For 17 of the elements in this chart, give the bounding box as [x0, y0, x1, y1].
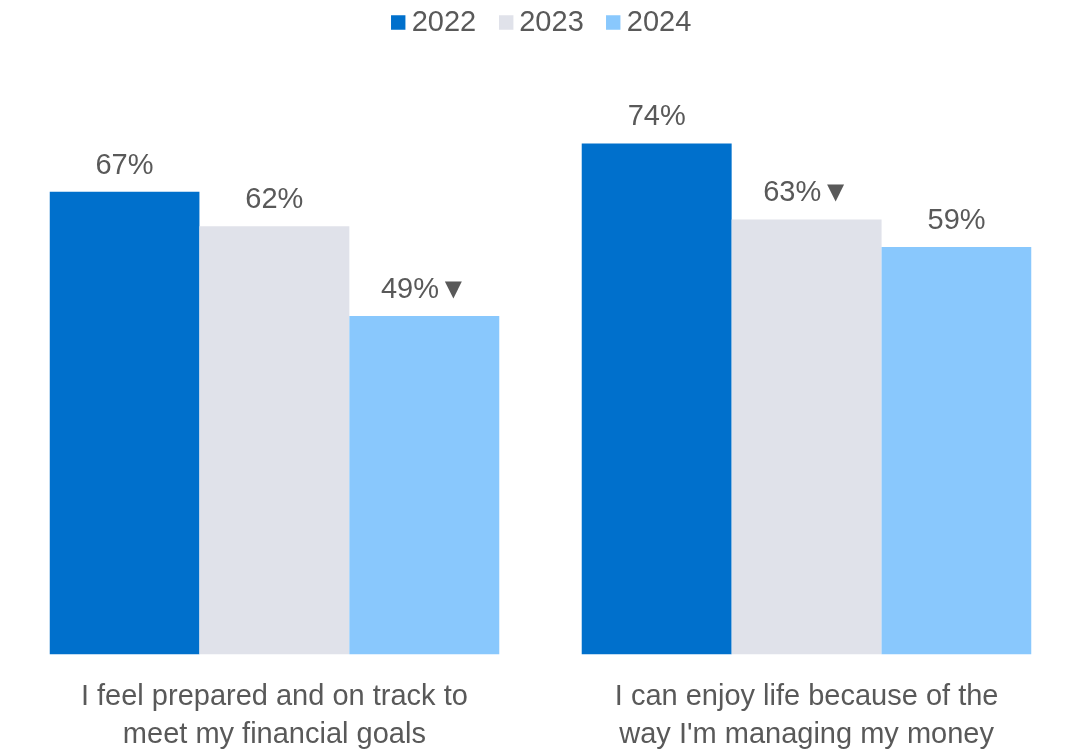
x-tick-label: I can enjoy life because of the way I'm managing my money: [614, 678, 999, 749]
legend-label: 2022: [411, 5, 477, 38]
legend-label: 2024: [626, 5, 692, 38]
bar: [349, 316, 500, 655]
bar: [49, 191, 200, 655]
x-tick-label: I feel prepared and on track to meet my financial goals: [80, 678, 468, 749]
bar: [881, 247, 1032, 655]
data-label: 49%▼: [380, 272, 468, 305]
data-label: 74%: [627, 99, 686, 132]
data-label: 59%: [927, 203, 986, 236]
bar: [199, 226, 350, 655]
bar: [731, 219, 882, 655]
data-label: 63%▼: [763, 175, 850, 208]
legend-label: 2023: [519, 5, 584, 38]
data-label: 67%: [95, 147, 154, 180]
data-label: 62%: [245, 182, 304, 215]
bar: [581, 143, 732, 655]
